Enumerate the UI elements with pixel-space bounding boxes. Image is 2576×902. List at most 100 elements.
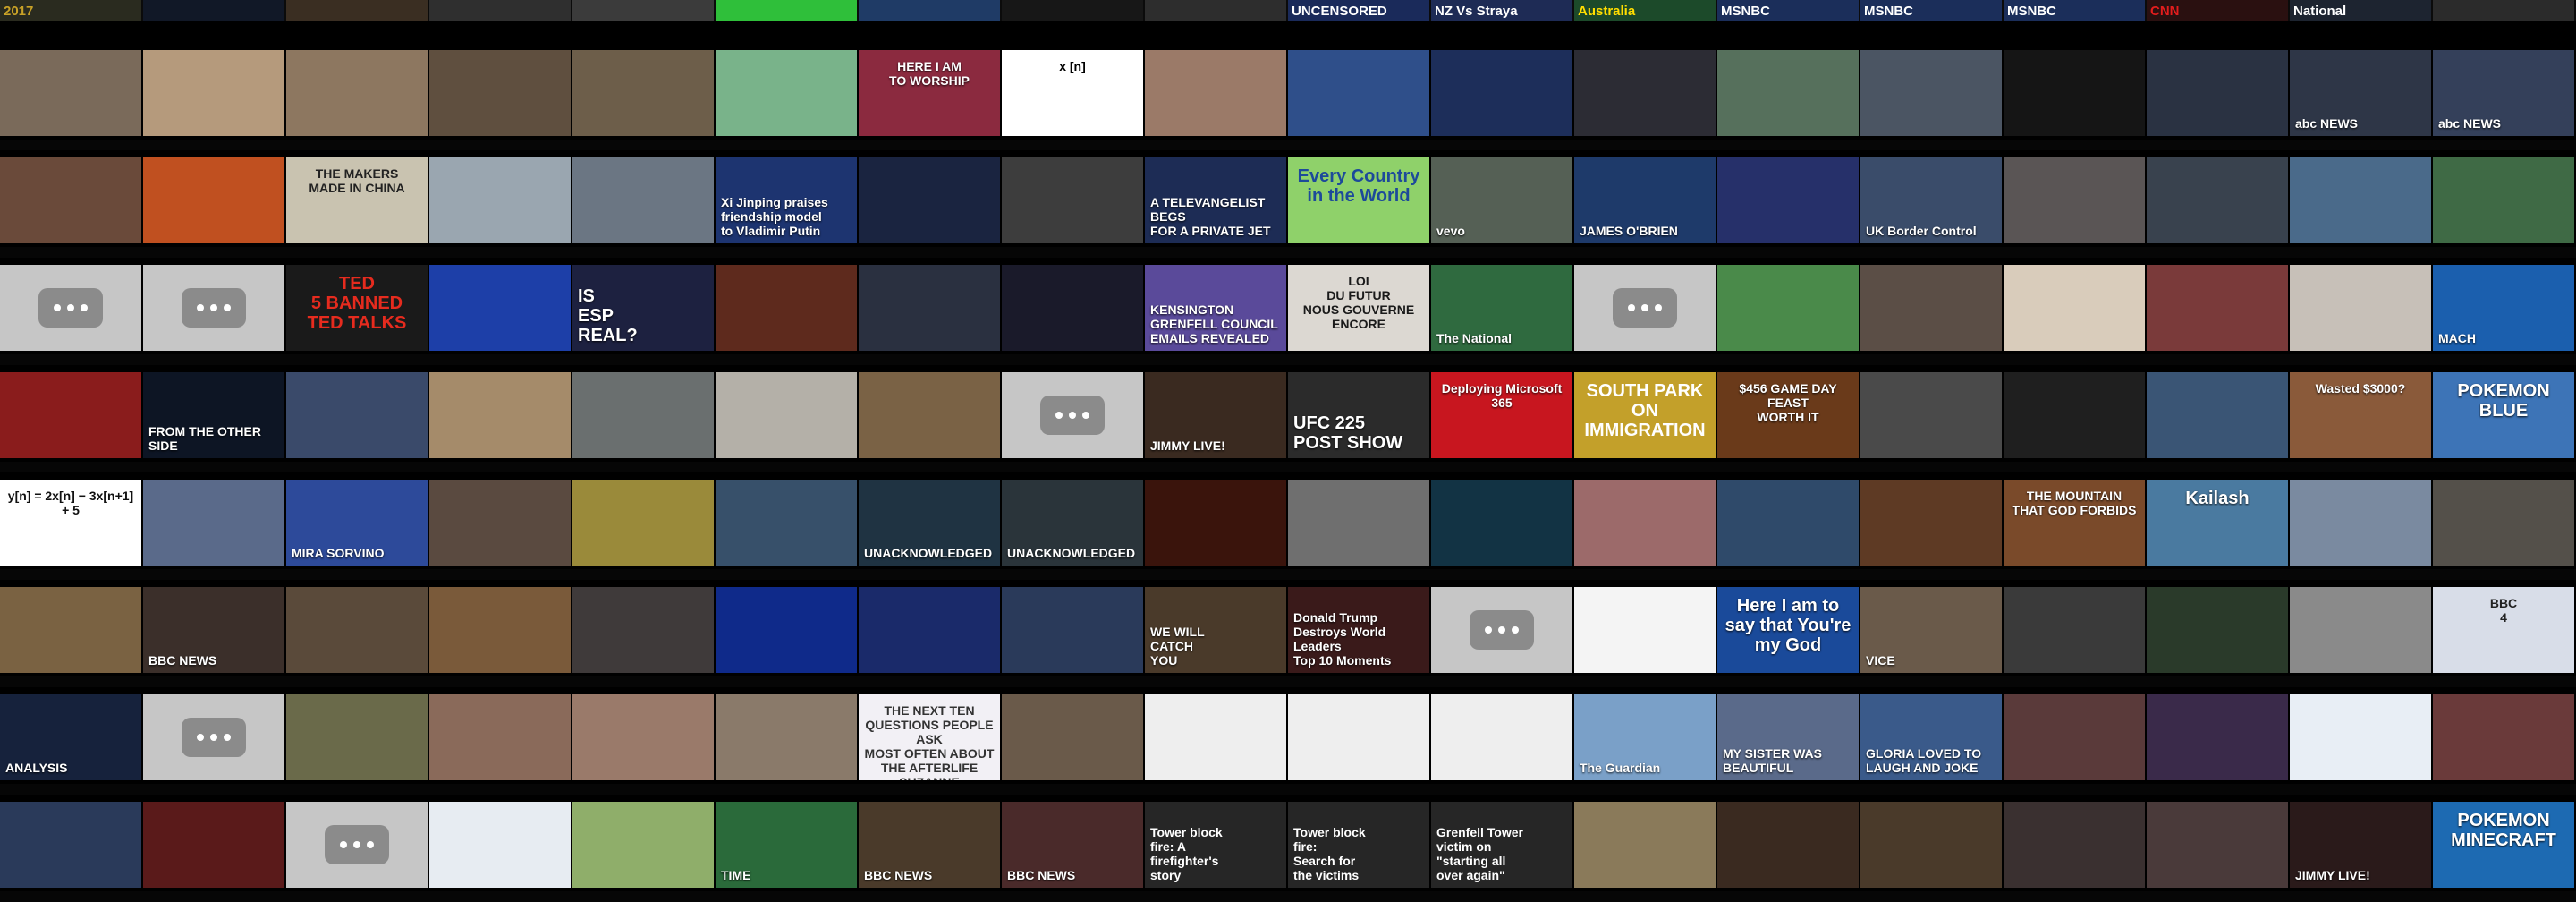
- top-strip-thumbnail[interactable]: [572, 0, 714, 21]
- video-thumbnail[interactable]: The National: [1431, 265, 1572, 351]
- video-thumbnail[interactable]: TED 5 BANNED TED TALKS: [286, 265, 428, 351]
- video-thumbnail[interactable]: GLORIA LOVED TO LAUGH AND JOKE: [1860, 694, 2002, 780]
- video-thumbnail[interactable]: BBC NEWS: [1002, 802, 1143, 888]
- video-thumbnail[interactable]: IS ESP REAL?: [572, 265, 714, 351]
- video-thumbnail[interactable]: [2147, 694, 2288, 780]
- video-thumbnail[interactable]: The Guardian: [1574, 694, 1716, 780]
- video-thumbnail[interactable]: [1574, 587, 1716, 673]
- video-thumbnail[interactable]: WE WILL CATCH YOU: [1145, 587, 1286, 673]
- video-thumbnail[interactable]: [716, 372, 857, 458]
- video-thumbnail[interactable]: [859, 587, 1000, 673]
- top-strip-thumbnail[interactable]: [2433, 0, 2574, 21]
- video-thumbnail[interactable]: Xi Jinping praises friendship model to V…: [716, 157, 857, 243]
- video-thumbnail[interactable]: [2004, 694, 2145, 780]
- video-thumbnail[interactable]: abc NEWS: [2290, 50, 2431, 136]
- video-thumbnail[interactable]: [143, 480, 284, 566]
- video-thumbnail[interactable]: MY SISTER WAS BEAUTIFUL: [1717, 694, 1859, 780]
- video-thumbnail[interactable]: KENSINGTON GRENFELL COUNCIL EMAILS REVEA…: [1145, 265, 1286, 351]
- video-thumbnail[interactable]: Grenfell Tower victim on "starting all o…: [1431, 802, 1572, 888]
- video-thumbnail[interactable]: [2004, 157, 2145, 243]
- video-thumbnail[interactable]: BBC 4: [2433, 587, 2574, 673]
- video-thumbnail[interactable]: [2147, 587, 2288, 673]
- video-thumbnail[interactable]: [1717, 802, 1859, 888]
- video-thumbnail[interactable]: [1574, 480, 1716, 566]
- top-strip-thumbnail[interactable]: [859, 0, 1000, 21]
- video-thumbnail[interactable]: [0, 50, 141, 136]
- video-thumbnail[interactable]: [2290, 587, 2431, 673]
- video-thumbnail[interactable]: POKEMON BLUE: [2433, 372, 2574, 458]
- video-thumbnail[interactable]: [1574, 802, 1716, 888]
- video-thumbnail[interactable]: [572, 694, 714, 780]
- video-thumbnail[interactable]: A TELEVANGELIST BEGS FOR A PRIVATE JET: [1145, 157, 1286, 243]
- video-thumbnail[interactable]: [572, 480, 714, 566]
- video-thumbnail[interactable]: abc NEWS: [2433, 50, 2574, 136]
- video-thumbnail[interactable]: [1717, 265, 1859, 351]
- top-strip-thumbnail[interactable]: MSNBC: [1860, 0, 2002, 21]
- video-thumbnail[interactable]: $456 GAME DAY FEAST WORTH IT: [1717, 372, 1859, 458]
- video-thumbnail[interactable]: [2290, 265, 2431, 351]
- video-thumbnail[interactable]: [1145, 480, 1286, 566]
- video-thumbnail[interactable]: [1860, 802, 2002, 888]
- video-thumbnail[interactable]: [716, 50, 857, 136]
- loading-placeholder-thumbnail[interactable]: [143, 265, 284, 351]
- video-thumbnail[interactable]: [1002, 587, 1143, 673]
- video-thumbnail[interactable]: SOUTH PARK ON IMMIGRATION: [1574, 372, 1716, 458]
- video-thumbnail[interactable]: UNACKNOWLEDGED: [1002, 480, 1143, 566]
- loading-placeholder-thumbnail[interactable]: [286, 802, 428, 888]
- top-strip-thumbnail[interactable]: [286, 0, 428, 21]
- video-thumbnail[interactable]: [572, 50, 714, 136]
- video-thumbnail[interactable]: [286, 50, 428, 136]
- video-thumbnail[interactable]: [429, 480, 571, 566]
- top-strip-thumbnail[interactable]: UNCENSORED: [1288, 0, 1429, 21]
- video-thumbnail[interactable]: ANALYSIS: [0, 694, 141, 780]
- top-strip-thumbnail[interactable]: MSNBC: [2004, 0, 2145, 21]
- video-thumbnail[interactable]: [2433, 694, 2574, 780]
- video-thumbnail[interactable]: [143, 802, 284, 888]
- loading-placeholder-thumbnail[interactable]: [1431, 587, 1572, 673]
- video-thumbnail[interactable]: [2147, 157, 2288, 243]
- video-thumbnail[interactable]: MIRA SORVINO: [286, 480, 428, 566]
- video-thumbnail[interactable]: [1288, 694, 1429, 780]
- video-thumbnail[interactable]: POKEMON MINECRAFT: [2433, 802, 2574, 888]
- video-thumbnail[interactable]: [2004, 265, 2145, 351]
- video-thumbnail[interactable]: [2290, 694, 2431, 780]
- loading-placeholder-thumbnail[interactable]: [1574, 265, 1716, 351]
- video-thumbnail[interactable]: MACH: [2433, 265, 2574, 351]
- video-thumbnail[interactable]: [1002, 265, 1143, 351]
- video-thumbnail[interactable]: THE MAKERS MADE IN CHINA: [286, 157, 428, 243]
- video-thumbnail[interactable]: Kailash: [2147, 480, 2288, 566]
- video-thumbnail[interactable]: [1145, 50, 1286, 136]
- video-thumbnail[interactable]: THE NEXT TEN QUESTIONS PEOPLE ASK MOST O…: [859, 694, 1000, 780]
- video-thumbnail[interactable]: [2147, 372, 2288, 458]
- video-thumbnail[interactable]: [2433, 157, 2574, 243]
- video-thumbnail[interactable]: [1002, 694, 1143, 780]
- video-thumbnail[interactable]: [1860, 265, 2002, 351]
- video-thumbnail[interactable]: [429, 802, 571, 888]
- video-thumbnail[interactable]: Tower block fire: A firefighter's story: [1145, 802, 1286, 888]
- video-thumbnail[interactable]: VICE: [1860, 587, 2002, 673]
- video-thumbnail[interactable]: [1574, 50, 1716, 136]
- top-strip-thumbnail[interactable]: National: [2290, 0, 2431, 21]
- video-thumbnail[interactable]: [1002, 157, 1143, 243]
- video-thumbnail[interactable]: THE MOUNTAIN THAT GOD FORBIDS: [2004, 480, 2145, 566]
- video-thumbnail[interactable]: BBC NEWS: [143, 587, 284, 673]
- video-thumbnail[interactable]: JIMMY LIVE!: [2290, 802, 2431, 888]
- top-strip-thumbnail[interactable]: CNN: [2147, 0, 2288, 21]
- video-thumbnail[interactable]: [429, 694, 571, 780]
- video-thumbnail[interactable]: [0, 802, 141, 888]
- video-thumbnail[interactable]: [1145, 694, 1286, 780]
- video-thumbnail[interactable]: [286, 372, 428, 458]
- video-thumbnail[interactable]: [572, 587, 714, 673]
- video-thumbnail[interactable]: y[n] = 2x[n] − 3x[n+1] + 5: [0, 480, 141, 566]
- video-thumbnail[interactable]: [1431, 50, 1572, 136]
- video-thumbnail[interactable]: Donald Trump Destroys World Leaders Top …: [1288, 587, 1429, 673]
- video-thumbnail[interactable]: [1717, 50, 1859, 136]
- video-thumbnail[interactable]: Deploying Microsoft 365: [1431, 372, 1572, 458]
- video-thumbnail[interactable]: [2290, 157, 2431, 243]
- video-thumbnail[interactable]: [143, 50, 284, 136]
- top-strip-thumbnail[interactable]: [716, 0, 857, 21]
- video-thumbnail[interactable]: [572, 157, 714, 243]
- loading-placeholder-thumbnail[interactable]: [0, 265, 141, 351]
- video-thumbnail[interactable]: [716, 587, 857, 673]
- video-thumbnail[interactable]: LOI DU FUTUR NOUS GOUVERNE ENCORE: [1288, 265, 1429, 351]
